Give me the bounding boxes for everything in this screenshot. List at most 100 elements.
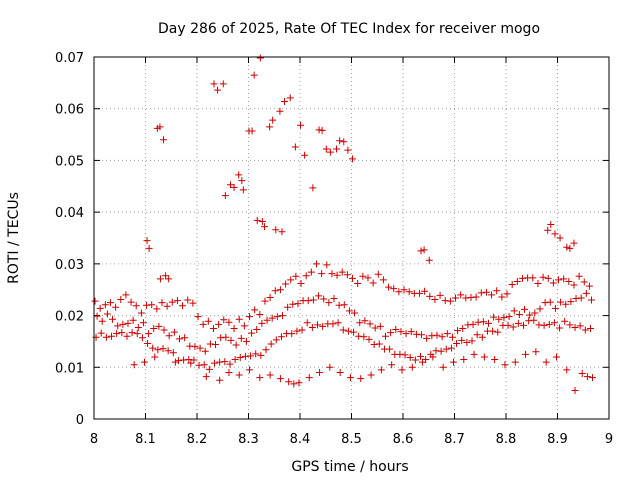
roti-point xyxy=(303,319,311,327)
roti-point xyxy=(489,327,497,335)
roti-point xyxy=(236,353,244,361)
roti-point xyxy=(526,311,534,319)
roti-point xyxy=(219,80,227,88)
roti-point xyxy=(295,379,303,387)
roti-point xyxy=(291,143,299,151)
roti-point xyxy=(195,361,203,369)
roti-point xyxy=(204,317,212,325)
roti-point xyxy=(576,322,584,330)
roti-point xyxy=(421,287,429,295)
roti-point xyxy=(238,177,246,185)
roti-point xyxy=(419,358,427,366)
roti-point xyxy=(169,349,177,357)
roti-point xyxy=(392,326,400,334)
roti-point xyxy=(458,336,466,344)
roti-point xyxy=(162,272,170,280)
roti-point xyxy=(232,341,240,349)
roti-point xyxy=(235,171,243,179)
roti-point xyxy=(163,302,171,310)
roti-point xyxy=(336,368,344,376)
roti-point xyxy=(426,292,434,300)
roti-point xyxy=(540,321,548,329)
data-points xyxy=(91,54,597,395)
roti-point xyxy=(181,334,189,342)
roti-point xyxy=(276,107,284,115)
roti-point xyxy=(261,297,269,305)
roti-point xyxy=(185,356,193,364)
roti-point xyxy=(113,330,121,338)
x-tick-label: 8.6 xyxy=(393,432,414,447)
roti-point xyxy=(156,123,164,131)
roti-point xyxy=(112,303,120,311)
roti-point xyxy=(153,305,161,313)
roti-point xyxy=(570,281,578,289)
roti-point xyxy=(143,301,151,309)
roti-point xyxy=(250,71,258,79)
roti-point xyxy=(257,351,265,359)
roti-point xyxy=(336,137,344,145)
roti-point xyxy=(462,294,470,302)
roti-point xyxy=(246,313,254,321)
roti-point xyxy=(566,244,574,252)
roti-point xyxy=(158,299,166,307)
roti-point xyxy=(230,325,238,332)
roti-point xyxy=(437,347,445,355)
roti-point xyxy=(338,268,346,276)
roti-point xyxy=(503,290,511,298)
roti-point xyxy=(420,246,428,254)
roti-point xyxy=(165,332,173,340)
roti-point xyxy=(266,293,274,301)
roti-point xyxy=(504,321,512,329)
roti-point xyxy=(290,380,298,388)
roti-point xyxy=(144,339,152,347)
roti-point xyxy=(449,358,457,366)
roti-point xyxy=(301,151,309,159)
roti-point xyxy=(513,277,521,285)
roti-point xyxy=(562,300,570,308)
roti-point xyxy=(587,296,595,304)
roti-point xyxy=(269,116,277,124)
roti-point xyxy=(385,283,393,291)
roti-point xyxy=(398,366,406,374)
roti-point xyxy=(387,329,395,337)
roti-point xyxy=(318,270,326,278)
roti-point xyxy=(551,304,559,312)
roti-point xyxy=(464,321,472,329)
roti-point xyxy=(514,319,522,327)
roti-point xyxy=(174,357,182,365)
roti-point xyxy=(328,270,336,278)
roti-point xyxy=(312,260,320,268)
x-tick-label: 8 xyxy=(90,432,98,447)
roti-point xyxy=(309,184,317,192)
roti-point xyxy=(482,288,490,296)
roti-point xyxy=(127,298,135,306)
roti-point xyxy=(405,288,413,296)
roti-point xyxy=(370,341,378,349)
roti-point xyxy=(345,307,353,315)
roti-point xyxy=(557,298,565,306)
roti-point xyxy=(226,181,234,189)
roti-point xyxy=(139,319,147,327)
roti-point xyxy=(97,329,105,337)
roti-point xyxy=(326,148,334,156)
roti-point xyxy=(128,329,136,337)
roti-point xyxy=(124,319,132,327)
roti-point xyxy=(349,155,357,163)
roti-point xyxy=(106,299,114,307)
roti-point xyxy=(544,226,552,234)
roti-point xyxy=(297,121,305,129)
roti-point xyxy=(340,301,348,309)
roti-point xyxy=(407,328,415,336)
roti-point xyxy=(151,353,159,361)
roti-point xyxy=(323,261,331,269)
roti-point xyxy=(175,335,183,343)
plot-frame xyxy=(93,56,610,420)
roti-point xyxy=(531,309,539,317)
x-tick-label: 8.5 xyxy=(341,432,362,447)
roti-point xyxy=(412,330,420,338)
roti-point xyxy=(118,329,126,337)
roti-point xyxy=(374,270,382,278)
roti-point xyxy=(206,340,214,348)
x-tick-label: 8.2 xyxy=(187,432,208,447)
